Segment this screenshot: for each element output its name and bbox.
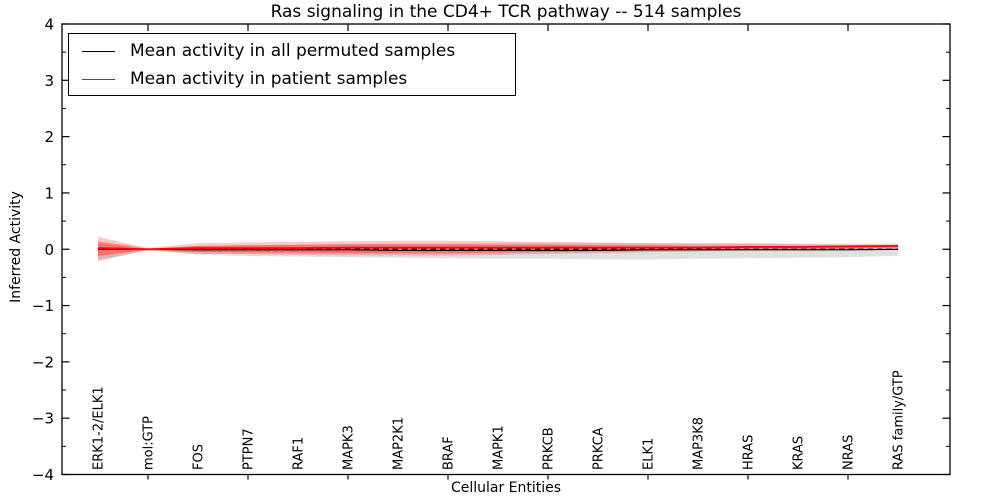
x-tick-label: NRAS [842, 435, 857, 470]
series-lines [97, 245, 899, 251]
chart-title: Ras signaling in the CD4+ TCR pathway --… [270, 2, 742, 22]
x-axis-label: Cellular Entities [450, 480, 562, 496]
y-tick-label: 2 [44, 128, 54, 146]
y-tick-label: −3 [32, 410, 54, 428]
x-tick-label: MAPK3 [342, 425, 357, 470]
y-axis-label: Inferred Activity [8, 191, 24, 303]
x-tick-label: BRAF [442, 436, 457, 470]
y-tick-label: −2 [32, 353, 54, 371]
legend-entry-permuted: Mean activity in all permuted samples [69, 37, 515, 65]
y-tick-label: 1 [44, 184, 54, 202]
y-tick-label: −1 [32, 297, 54, 315]
x-tick-label: ERK1-2/ELK1 [92, 386, 107, 470]
x-tick-label: MAPK1 [492, 425, 507, 470]
legend-entry-patient: Mean activity in patient samples [69, 65, 515, 93]
x-tick-label: MAP2K1 [392, 417, 407, 470]
x-tick-label: FOS [192, 444, 207, 470]
tick-labels: −4 −3 −2 −1 0 1 2 3 4 ERK1-2/ELK1 mol:GTP FOS PTPN7 R… [32, 16, 907, 485]
patient-mean-line [97, 245, 899, 251]
x-tick-label: RAS family/GTP [892, 370, 907, 470]
y-tick-label: 4 [44, 16, 54, 34]
x-tick-label: KRAS [792, 436, 807, 470]
x-tick-label: HRAS [742, 435, 757, 470]
x-tick-label: MAP3K8 [692, 417, 707, 470]
x-tick-label: PRKCA [592, 427, 607, 470]
permuted-line-swatch [82, 50, 115, 52]
x-tick-label: mol:GTP [142, 416, 157, 470]
y-tick-label: −4 [32, 466, 54, 484]
tick-marks [62, 23, 950, 480]
legend: Mean activity in all permuted samples Me… [68, 33, 516, 96]
y-tick-label: 3 [44, 72, 54, 90]
x-tick-label: RAF1 [292, 437, 307, 470]
patient-line-swatch [82, 78, 115, 80]
legend-label-permuted: Mean activity in all permuted samples [130, 41, 456, 61]
x-tick-label: PRKCB [542, 427, 557, 470]
x-tick-label: PTPN7 [242, 428, 257, 470]
legend-label-patient: Mean activity in patient samples [130, 69, 408, 89]
x-tick-label: ELK1 [642, 438, 657, 470]
y-tick-label: 0 [44, 241, 54, 259]
